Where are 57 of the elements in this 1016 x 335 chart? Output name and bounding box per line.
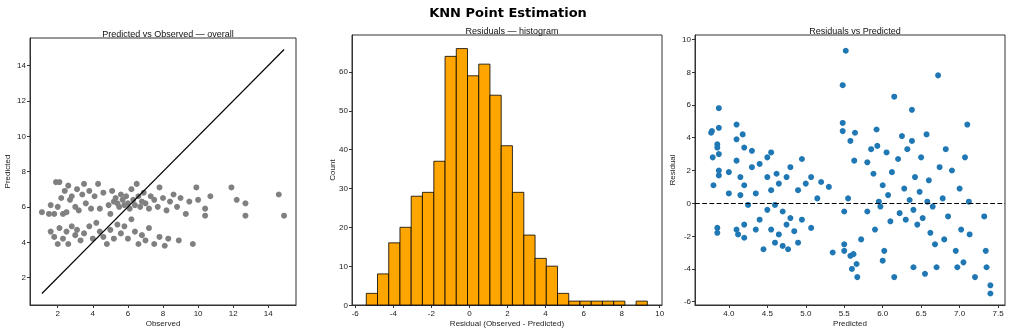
text: KNN Point Estimation bbox=[428, 4, 588, 20]
x-axis-title: Predicted bbox=[833, 318, 867, 328]
x-tick-label: 4.0 bbox=[723, 308, 735, 318]
x-tick-label: 5.0 bbox=[800, 308, 812, 318]
x-tick-label: 6 bbox=[581, 308, 587, 318]
x-tick-label: 7.5 bbox=[992, 308, 1005, 318]
x-tick-label: 7.0 bbox=[954, 308, 966, 318]
y-axis-title: Count bbox=[327, 158, 337, 181]
x-tick-label: 0 bbox=[467, 308, 473, 318]
x-tick-label: -6 bbox=[351, 308, 360, 318]
x-tick-label: 14 bbox=[263, 308, 274, 318]
y-tick-label: -4 bbox=[683, 264, 692, 274]
x-tick-label: 4 bbox=[543, 308, 549, 318]
y-tick-label: 12 bbox=[17, 96, 27, 106]
chart-title: Predicted vs Observed — overall bbox=[102, 28, 234, 39]
x-tick-label: -2 bbox=[427, 308, 436, 318]
y-axis-title: Residual bbox=[667, 154, 677, 186]
y-tick-label: 0 bbox=[343, 300, 349, 310]
x-tick-label: 5.5 bbox=[838, 308, 851, 318]
x-tick-label: 10 bbox=[193, 308, 204, 318]
y-tick-label: -2 bbox=[683, 231, 692, 241]
y-axis-title: Predicted bbox=[2, 154, 12, 189]
y-tick-label: 60 bbox=[339, 67, 349, 77]
x-tick-label: 4 bbox=[90, 308, 96, 318]
x-tick-label: 8 bbox=[160, 308, 166, 318]
y-tick-label: 4 bbox=[686, 133, 692, 143]
y-tick-label: 4 bbox=[21, 237, 27, 247]
x-tick-label: 12 bbox=[228, 308, 239, 318]
x-tick-label: -4 bbox=[389, 308, 398, 318]
y-tick-label: 14 bbox=[17, 60, 27, 70]
x-tick-label: 6.0 bbox=[877, 308, 889, 318]
x-axis-title: Observed bbox=[145, 318, 181, 328]
y-tick-label: -6 bbox=[683, 297, 692, 307]
y-tick-label: 8 bbox=[21, 167, 27, 176]
x-tick-label: 8 bbox=[619, 308, 625, 318]
x-tick-label: 4.5 bbox=[761, 308, 774, 318]
chart-title: Residuals vs Predicted bbox=[809, 25, 901, 36]
y-tick-label: 50 bbox=[339, 106, 349, 116]
y-tick-label: 20 bbox=[339, 222, 349, 232]
y-tick-label: 40 bbox=[339, 145, 349, 155]
y-tick-label: 8 bbox=[686, 67, 692, 77]
y-tick-label: 2 bbox=[21, 273, 27, 283]
y-tick-label: 10 bbox=[339, 261, 349, 271]
y-tick-label: 0 bbox=[686, 198, 692, 208]
x-tick-label: 2 bbox=[505, 308, 511, 318]
y-tick-label: 2 bbox=[686, 165, 692, 175]
y-tick-label: 6 bbox=[21, 202, 27, 212]
x-axis-title: Residual (Observed - Predicted) bbox=[449, 318, 565, 328]
x-tick-label: 6 bbox=[125, 308, 131, 318]
y-tick-label: 10 bbox=[682, 34, 692, 44]
x-tick-label: 10 bbox=[655, 308, 665, 318]
y-tick-label: 6 bbox=[686, 100, 692, 110]
x-tick-label: 6.5 bbox=[915, 308, 928, 318]
y-tick-label: 10 bbox=[17, 131, 27, 141]
chart-title: Residuals — histogram bbox=[465, 25, 559, 36]
y-tick-label: 30 bbox=[339, 183, 349, 193]
x-tick-label: 2 bbox=[55, 308, 61, 318]
